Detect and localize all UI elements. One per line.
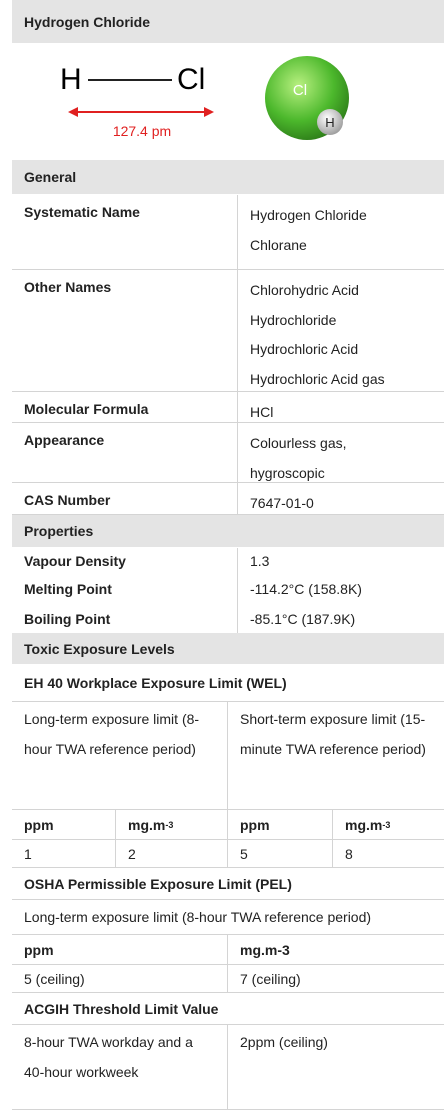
value: Hydrochloric Acid gas <box>250 365 432 395</box>
label: Other Names <box>12 270 238 391</box>
row: 8-hour TWA workday and a 40-hour workwee… <box>12 1025 444 1110</box>
value: 5 (ceiling) <box>12 965 228 992</box>
sub-heading: ACGIH Threshold Limit Value <box>12 993 444 1025</box>
sub-heading: OSHA Permissible Exposure Limit (PEL) <box>12 868 444 900</box>
value: 2 <box>116 840 228 867</box>
description: 8-hour TWA workday and a 40-hour workwee… <box>12 1025 228 1109</box>
values: 7647-01-0 <box>238 483 444 514</box>
unit-exponent: -3 <box>382 820 390 830</box>
atom-label: H <box>60 63 82 96</box>
unit: ppm <box>228 810 333 839</box>
row: ppm mg.m-3 ppm mg.m-3 <box>12 810 444 840</box>
row: Long-term exposure limit (8-hour TWA ref… <box>12 702 444 810</box>
section-heading: General <box>12 160 444 195</box>
value: -85.1°C (187.9K) <box>238 600 444 633</box>
label: Appearance <box>12 423 238 482</box>
value: Hydrogen Chloride <box>250 201 432 231</box>
molecule-diagram: H Cl 127.4 pm Cl H <box>12 44 444 160</box>
model-label: Cl <box>293 82 307 99</box>
row: Boiling Point-85.1°C (187.9K) <box>12 600 444 633</box>
row: Long-term exposure limit (8-hour TWA ref… <box>12 900 444 935</box>
label: Melting Point <box>12 570 238 600</box>
unit-text: mg.m <box>345 817 382 833</box>
unit-exponent: -3 <box>165 820 173 830</box>
model-label: H <box>325 115 334 130</box>
description: Long-term exposure limit (8-hour TWA ref… <box>12 900 444 934</box>
value: -114.2°C (158.8K) <box>238 570 444 600</box>
row: 1 2 5 8 <box>12 840 444 868</box>
value: 7 (ceiling) <box>228 965 444 992</box>
unit: mg.m-3 <box>333 810 444 839</box>
value: 1 <box>12 840 116 867</box>
description: Long-term exposure limit (8-hour TWA ref… <box>12 702 228 809</box>
value: 8 <box>333 840 444 867</box>
label: Molecular Formula <box>12 392 238 422</box>
section-heading: Properties <box>12 515 444 548</box>
value: 5 <box>228 840 333 867</box>
unit: mg.m-3 <box>228 935 444 964</box>
value: Hydrochloric Acid <box>250 335 432 365</box>
value: Colourless gas, hygroscopic <box>250 429 400 488</box>
unit-text: mg.m <box>128 817 165 833</box>
unit: ppm <box>12 810 116 839</box>
value: Hydrochloride <box>250 306 432 336</box>
description: Short-term exposure limit (15-minute TWA… <box>228 702 444 809</box>
label: CAS Number <box>12 483 238 514</box>
page: Hydrogen Chloride H Cl 127.4 pm Cl H Gen… <box>0 0 444 1120</box>
label: Boiling Point <box>12 600 238 633</box>
row: 5 (ceiling) 7 (ceiling) <box>12 965 444 993</box>
label: Systematic Name <box>12 195 238 269</box>
value: Chlorane <box>250 231 432 261</box>
unit-text: ppm <box>24 817 54 833</box>
unit: mg.m-3 <box>116 810 228 839</box>
atom-label: Cl <box>177 63 205 96</box>
unit-text: ppm <box>240 817 270 833</box>
row: ppm mg.m-3 <box>12 935 444 965</box>
section-heading: Toxic Exposure Levels <box>12 633 444 665</box>
value: 1.3 <box>238 548 444 570</box>
values: Colourless gas, hygroscopic <box>238 423 444 482</box>
values: HCl <box>238 392 444 422</box>
unit: ppm <box>12 935 228 964</box>
sub-heading: EH 40 Workplace Exposure Limit (WEL) <box>12 665 444 702</box>
value: Chlorohydric Acid <box>250 276 432 306</box>
title: Hydrogen Chloride <box>12 0 444 44</box>
label: Vapour Density <box>12 548 238 570</box>
value: 2ppm (ceiling) <box>228 1025 444 1109</box>
row: Melting Point-114.2°C (158.8K) <box>12 570 444 600</box>
bond-length: 127.4 pm <box>113 123 171 139</box>
